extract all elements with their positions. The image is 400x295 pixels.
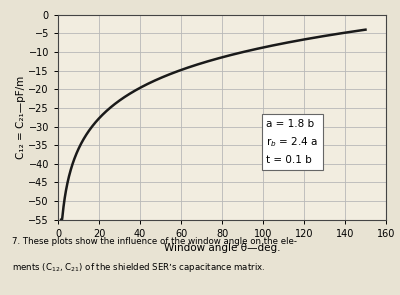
Text: ments (C$_{12}$, C$_{21}$) of the shielded SER’s capacitance matrix.: ments (C$_{12}$, C$_{21}$) of the shield… bbox=[12, 261, 265, 274]
Text: 7. These plots show the influence of the window angle on the ele-: 7. These plots show the influence of the… bbox=[12, 237, 297, 247]
Text: a = 1.8 b
r$_b$ = 2.4 a
t = 0.1 b: a = 1.8 b r$_b$ = 2.4 a t = 0.1 b bbox=[266, 119, 318, 165]
X-axis label: Window angle θ—deg.: Window angle θ—deg. bbox=[164, 243, 280, 253]
Y-axis label: C₁₂ = C₂₁—pF/m: C₁₂ = C₂₁—pF/m bbox=[16, 76, 26, 159]
